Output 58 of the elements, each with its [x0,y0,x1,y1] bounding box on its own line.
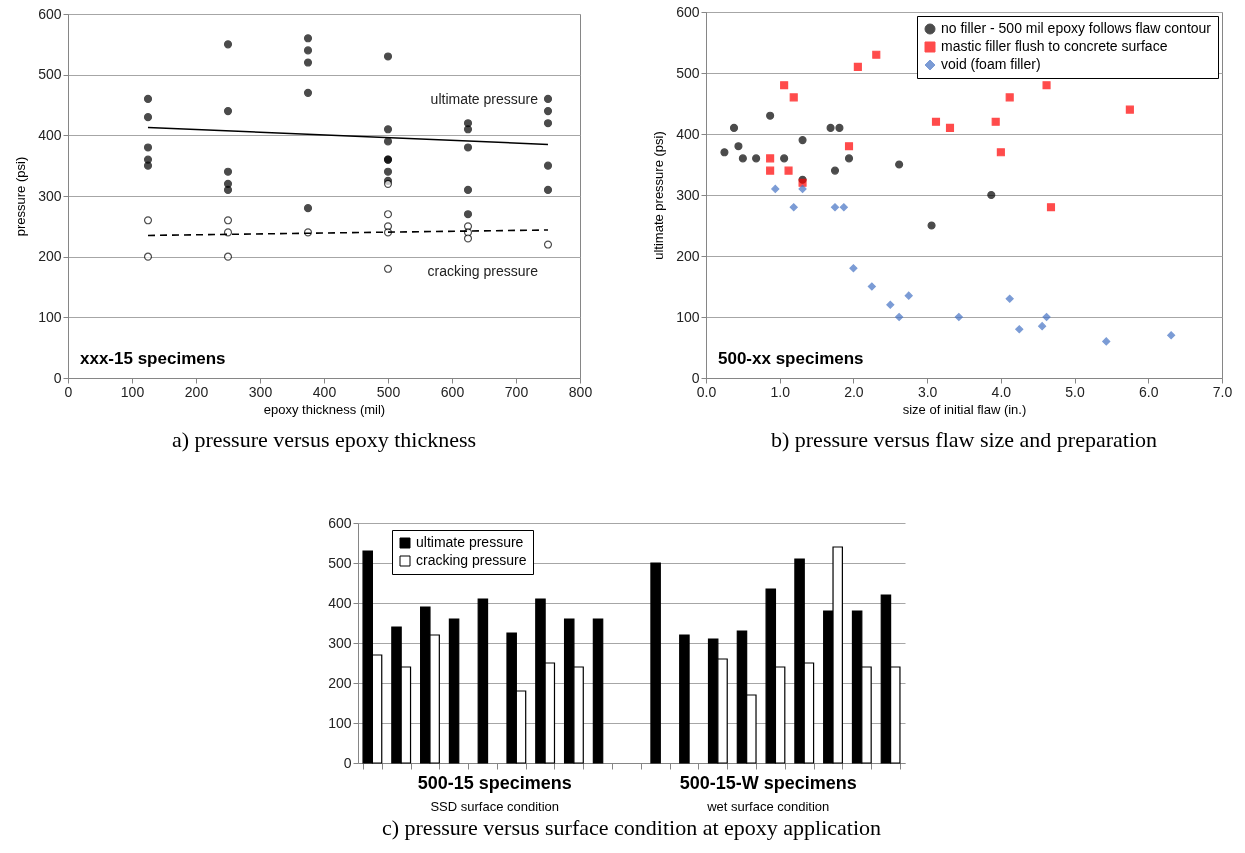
x-axis-title: size of initial flaw (in.) [902,401,1027,417]
y-tick-label: 400 [38,126,62,143]
x-tick-label: 300 [248,383,273,400]
y-axis-title: ultimate pressure (psi) [651,131,667,260]
y-tick-label: 0 [53,369,62,386]
x-tick-label: 5.0 [1065,383,1086,400]
x-tick-label: 100 [120,383,145,400]
x-tick-label: 4.0 [991,383,1012,400]
legend-label: no filler - 500 mil epoxy follows flaw contour [941,20,1212,36]
text: 500-15-W specimens [679,773,857,793]
y-tick-label: 400 [676,125,700,142]
y-tick-label: 200 [676,247,700,264]
x-tick-label: 1.0 [770,383,791,400]
y-tick-label: 0 [343,754,352,771]
text: SSD surface condition [430,799,560,814]
text: wet surface condition [706,799,830,814]
annotation: xxx-15 specimens [80,349,226,368]
y-tick-label: 300 [38,187,62,204]
y-tick-label: 600 [38,5,62,22]
x-tick-label: 800 [568,383,593,400]
x-axis-title: epoxy thickness (mil) [263,401,386,417]
y-tick-label: 600 [328,514,352,531]
y-tick-label: 500 [38,66,62,83]
y-tick-label: 100 [38,308,62,325]
legend-label: mastic filler flush to concrete surface [941,38,1168,54]
y-tick-label: 200 [328,674,352,691]
legend-label: cracking pressure [416,552,527,568]
x-tick-label: 3.0 [917,383,938,400]
x-tick-label: 200 [184,383,209,400]
x-tick-label: 400 [312,383,337,400]
y-tick-label: 400 [328,594,352,611]
x-tick-label: 6.0 [1139,383,1159,400]
x-tick-label: 7.0 [1212,383,1233,400]
legend-label: void (foam filler) [941,56,1041,72]
y-tick-label: 600 [676,3,700,20]
x-tick-label: 2.0 [844,383,864,400]
x-tick-label: 0 [64,383,73,400]
legend-label: ultimate pressure [416,534,524,550]
text: cracking pressure [427,262,539,279]
text: b) pressure versus flaw size and preparation [770,427,1158,452]
text: a) pressure versus epoxy thickness [171,427,477,452]
x-tick-label: 0.0 [696,383,717,400]
y-tick-label: 100 [328,714,352,731]
y-tick-label: 500 [328,554,352,571]
text: ultimate pressure [430,91,539,108]
y-tick-label: 0 [691,369,700,386]
y-tick-label: 300 [328,634,352,651]
x-tick-label: 600 [440,383,465,400]
y-tick-label: 100 [676,308,700,325]
x-tick-label: 700 [504,383,529,400]
text: c) pressure versus surface condition at epoxy application [381,815,882,840]
x-tick-label: 500 [376,383,401,400]
annotation: 500-xx specimens [718,349,864,368]
y-axis-title: pressure (psi) [13,156,29,237]
y-tick-label: 500 [676,64,700,81]
text: 500-15 specimens [417,773,572,793]
y-tick-label: 300 [676,186,700,203]
y-tick-label: 200 [38,248,62,265]
